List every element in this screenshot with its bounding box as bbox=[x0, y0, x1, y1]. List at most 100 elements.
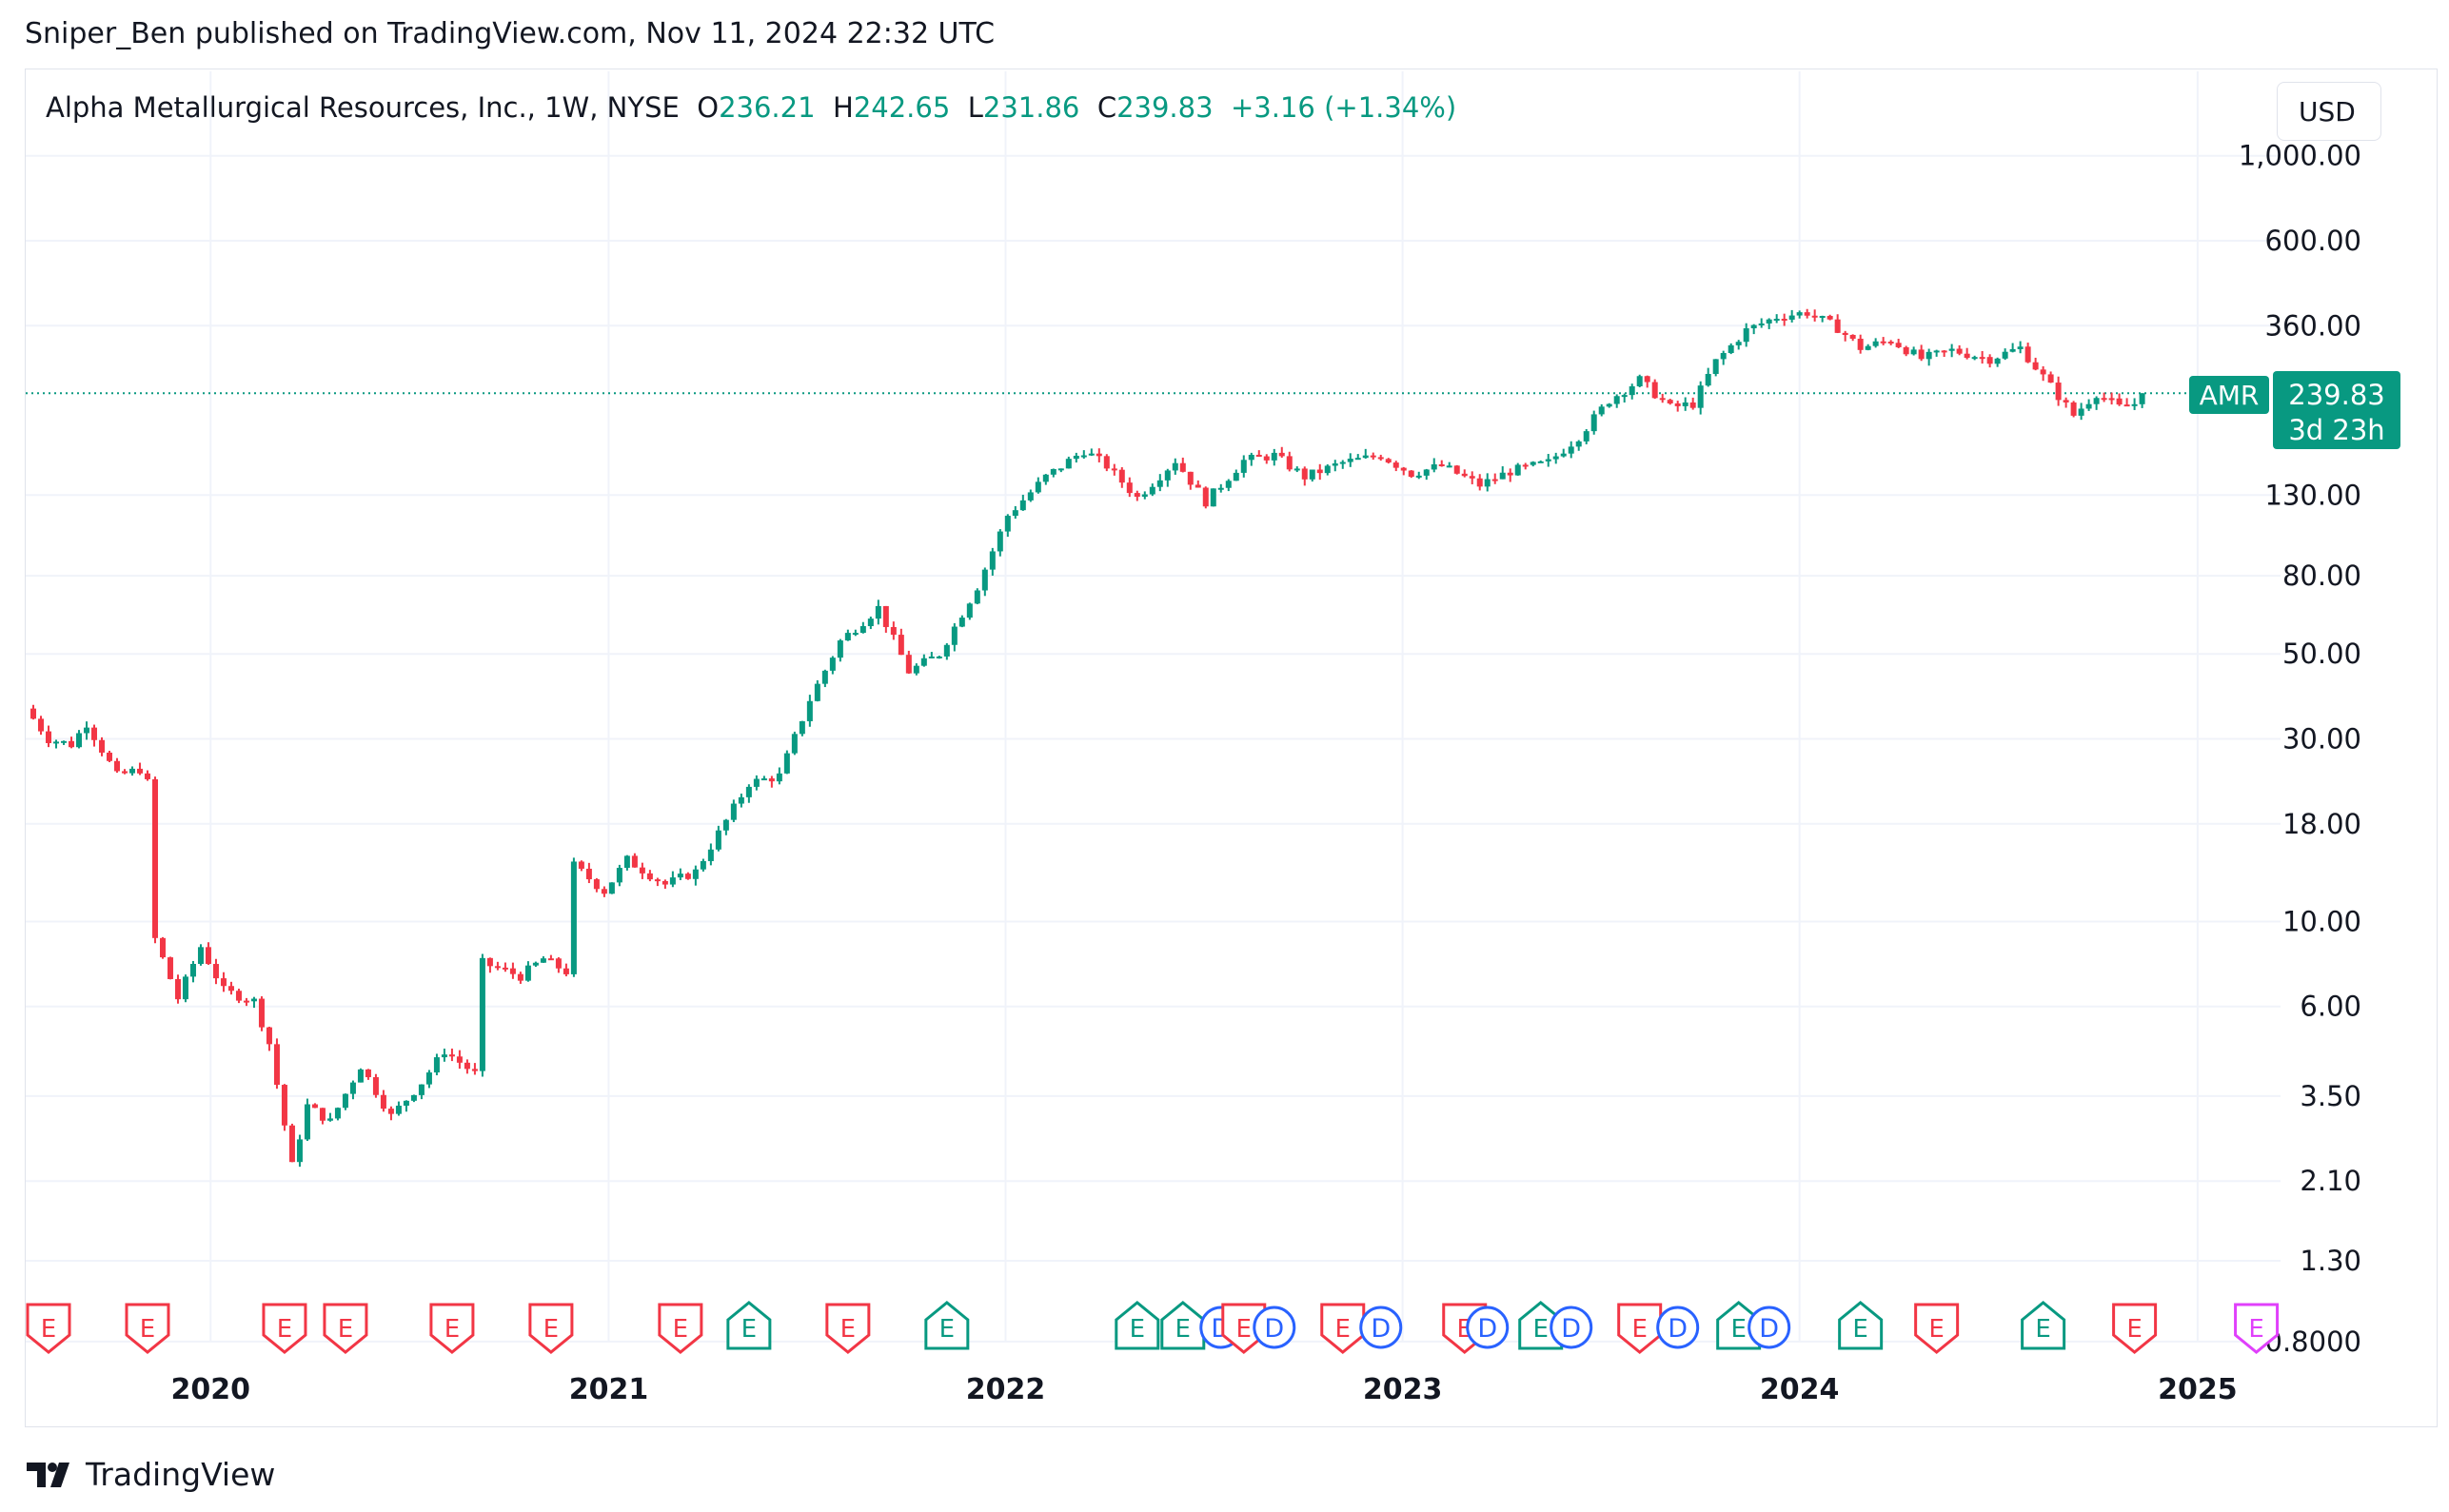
candle-body bbox=[410, 1094, 417, 1101]
candle-body bbox=[806, 700, 813, 721]
earnings-marker[interactable]: E bbox=[2021, 1301, 2066, 1350]
earnings-marker[interactable]: E bbox=[1221, 1303, 1267, 1354]
candle bbox=[745, 784, 752, 803]
candle bbox=[486, 957, 493, 973]
candle-body bbox=[151, 778, 158, 938]
candle-body bbox=[1689, 402, 1696, 408]
candle-body bbox=[585, 868, 592, 880]
candle bbox=[2070, 401, 2077, 418]
candle bbox=[1202, 486, 1209, 509]
candle-body bbox=[2070, 402, 2077, 416]
candle-body bbox=[1895, 343, 1902, 347]
earnings-marker[interactable]: E bbox=[1320, 1303, 1366, 1354]
candle-body bbox=[623, 855, 630, 869]
svg-text:E: E bbox=[140, 1315, 155, 1344]
candle bbox=[433, 1053, 440, 1076]
candle-body bbox=[509, 968, 516, 974]
candle-body bbox=[1964, 353, 1970, 359]
earnings-marker[interactable]: E bbox=[1838, 1301, 1884, 1350]
candle-body bbox=[1629, 385, 1635, 396]
candle bbox=[1012, 505, 1018, 520]
candle-body bbox=[121, 771, 128, 774]
candle bbox=[829, 656, 836, 675]
candle-body bbox=[144, 773, 150, 779]
candle-body bbox=[1438, 464, 1445, 467]
candle bbox=[410, 1094, 417, 1103]
candle bbox=[1948, 344, 1955, 358]
candle-body bbox=[1347, 459, 1353, 462]
candle-body bbox=[1796, 312, 1803, 316]
earnings-marker[interactable]: E bbox=[2234, 1303, 2280, 1354]
candle-body bbox=[1659, 398, 1666, 401]
candle-body bbox=[227, 986, 234, 992]
candle-body bbox=[783, 753, 790, 774]
earnings-marker[interactable]: E bbox=[1914, 1303, 1960, 1354]
earnings-marker[interactable]: E bbox=[825, 1303, 871, 1354]
earnings-marker[interactable]: E bbox=[1716, 1301, 1762, 1350]
dividend-marker[interactable]: D bbox=[1466, 1306, 1510, 1349]
candle-body bbox=[357, 1069, 364, 1083]
candle-body bbox=[159, 937, 166, 958]
earnings-marker[interactable]: E bbox=[262, 1303, 307, 1354]
dividend-marker[interactable]: D bbox=[1550, 1306, 1593, 1349]
earnings-marker[interactable]: E bbox=[1617, 1303, 1663, 1354]
candle-body bbox=[814, 683, 820, 701]
candle bbox=[1080, 450, 1087, 459]
candle bbox=[563, 963, 569, 977]
candle bbox=[1278, 446, 1285, 459]
price-tick-label: 130.00 bbox=[2265, 479, 2361, 511]
earnings-marker[interactable]: E bbox=[323, 1303, 368, 1354]
earnings-marker[interactable]: E bbox=[528, 1303, 574, 1354]
earnings-marker[interactable]: E bbox=[2112, 1303, 2158, 1354]
candle-body bbox=[563, 968, 569, 974]
earnings-marker[interactable]: E bbox=[658, 1303, 703, 1354]
dividend-marker[interactable]: D bbox=[1748, 1306, 1791, 1349]
candle bbox=[753, 775, 760, 791]
dividend-marker[interactable]: D bbox=[1253, 1306, 1296, 1349]
currency-button[interactable]: USD bbox=[2277, 82, 2381, 141]
candle bbox=[2139, 393, 2145, 408]
earnings-marker[interactable]: E bbox=[26, 1303, 71, 1354]
candle bbox=[692, 865, 699, 886]
candle-body bbox=[1788, 315, 1795, 320]
candle bbox=[616, 864, 622, 887]
price-tick-label: 2.10 bbox=[2300, 1165, 2361, 1197]
candle bbox=[281, 1084, 287, 1131]
svg-text:E: E bbox=[1631, 1315, 1647, 1344]
candle-body bbox=[1332, 463, 1338, 466]
candle bbox=[1743, 323, 1749, 347]
dividend-marker[interactable]: D bbox=[1359, 1306, 1403, 1349]
candle bbox=[1027, 489, 1034, 502]
earnings-marker[interactable]: E bbox=[125, 1303, 170, 1354]
earnings-marker[interactable]: E bbox=[1115, 1301, 1160, 1350]
earnings-marker[interactable]: E bbox=[429, 1303, 475, 1354]
candle bbox=[1057, 468, 1064, 473]
earnings-marker[interactable]: E bbox=[924, 1301, 970, 1350]
candle-body bbox=[319, 1108, 326, 1121]
candle bbox=[1994, 357, 2001, 367]
candle bbox=[1172, 458, 1178, 475]
candle-body bbox=[1035, 481, 1041, 493]
candle-body bbox=[1431, 464, 1437, 470]
candle bbox=[1956, 344, 1963, 356]
candle-body bbox=[326, 1118, 333, 1121]
candle bbox=[1073, 452, 1079, 463]
earnings-marker[interactable]: E bbox=[726, 1301, 772, 1350]
candle-body bbox=[403, 1100, 409, 1106]
candle bbox=[1590, 410, 1597, 435]
candle-body bbox=[479, 957, 485, 1071]
candle-body bbox=[1887, 342, 1894, 344]
candle-body bbox=[441, 1054, 447, 1058]
candle bbox=[989, 547, 996, 576]
candle-body bbox=[1042, 474, 1049, 482]
candle-body bbox=[1811, 315, 1818, 318]
dividend-marker[interactable]: D bbox=[1656, 1306, 1700, 1349]
candle bbox=[395, 1101, 402, 1116]
earnings-marker[interactable]: E bbox=[1160, 1301, 1206, 1350]
candle-body bbox=[715, 830, 721, 850]
candle-body bbox=[646, 873, 653, 880]
candle bbox=[1834, 314, 1841, 334]
candle-body bbox=[68, 740, 74, 748]
time-tick-label: 2021 bbox=[569, 1373, 649, 1406]
